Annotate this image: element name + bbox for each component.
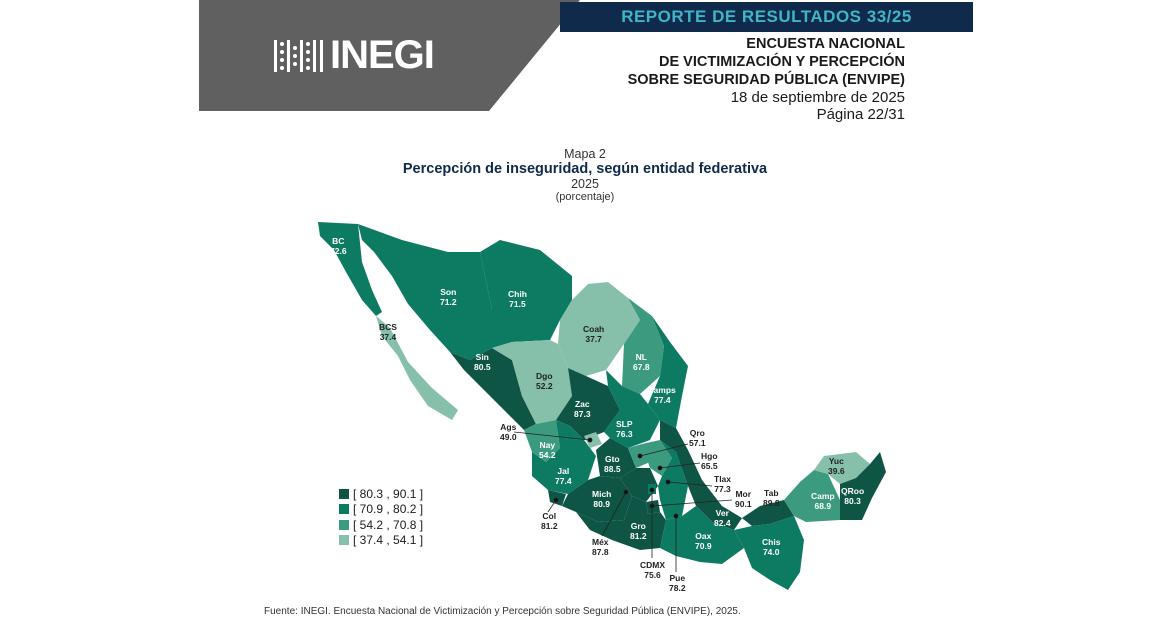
state-label-camp: Camp 68.9 [811,491,835,511]
region-gto [596,438,636,478]
state-label-mex: Méx 87.8 [592,537,609,557]
source-note: Fuente: INEGI. Encuesta Nacional de Vict… [264,606,741,617]
region-yuc [814,452,870,484]
region-jal [532,420,596,494]
state-label-slp: SLP 76.3 [616,419,633,439]
region-nl [622,298,664,394]
survey-line-2: DE VICTIMIZACIÓN Y PERCEPCIÓN [659,54,905,70]
state-label-tab: Tab 89.8 [763,488,780,508]
survey-line-3: SOBRE SEGURIDAD PÚBLICA (ENVIPE) [627,72,905,88]
region-coah [558,282,640,376]
state-label-oax: Oax 70.9 [695,531,712,551]
state-label-son: Son 71.2 [440,287,457,307]
survey-info: ENCUESTA NACIONAL DE VICTIMIZACIÓN Y PER… [628,35,905,123]
region-hgo [642,440,672,476]
region-zac [556,368,620,440]
region-qroo [840,452,886,520]
inegi-logo-text: INEGI [330,33,435,77]
map-caption: Mapa 2 Percepción de inseguridad, según … [400,147,770,203]
legend-label: [ 80.3 , 90.1 ] [353,486,424,501]
state-label-qro: Qro 57.1 [689,428,706,448]
state-label-chis: Chis 74.0 [762,537,781,557]
region-dgo [492,340,572,424]
map-unit: (porcentaje) [555,191,615,203]
state-label-jal: Jal 77.4 [555,466,572,486]
legend-swatch [339,504,349,515]
state-label-hgo: Hgo 65.5 [701,451,718,471]
region-bc [318,222,382,316]
state-label-mich: Mich 80.9 [592,489,612,509]
region-son [358,224,492,360]
legend-item: [ 70.9 , 80.2 ] [339,502,423,518]
state-label-yuc: Yuc 39.6 [828,456,845,476]
state-label-nl: NL 67.8 [633,352,650,372]
region-chis [734,516,804,590]
region-bcs [376,316,458,420]
legend-swatch [339,519,349,530]
legend-label: [ 37.4 , 54.1 ] [353,533,424,548]
report-title: REPORTE DE RESULTADOS 33/25 [560,2,973,32]
region-slp [604,370,660,448]
region-nay [524,420,560,462]
state-label-col: Col 81.2 [541,511,558,531]
state-label-coah: Coah 37.7 [583,324,605,344]
state-label-tlax: Tlax 77.3 [714,474,732,494]
state-label-tamps: Tamps 77.4 [649,385,676,405]
inegi-logo-icon [274,40,323,72]
state-label-chih: Chih 71.5 [508,289,527,309]
state-label-bcs: BCS 37.4 [379,322,397,342]
legend-swatch [339,488,349,499]
state-label-gro: Gro 81.2 [630,521,647,541]
state-label-cdmx: CDMX 75.6 [640,560,666,580]
state-label-bc: BC 72.6 [330,236,347,256]
region-tamps [648,316,688,428]
state-label-nay: Nay 54.2 [539,440,556,460]
state-label-dgo: Dgo 52.2 [536,371,553,391]
legend-swatch [339,535,349,546]
map-legend: [ 80.3 , 90.1 ] [ 70.9 , 80.2 ] [ 54.2 ,… [339,486,423,548]
region-pue [658,440,688,520]
state-label-sin: Sin 80.5 [474,352,491,372]
state-label-gto: Gto 88.5 [604,454,621,474]
legend-item: [ 54.2 , 70.8 ] [339,517,423,533]
region-ags [584,432,602,448]
map-year: 2025 [571,177,599,191]
map-title: Percepción de inseguridad, según entidad… [402,161,768,177]
legend-label: [ 54.2 , 70.8 ] [353,517,424,532]
region-tab [742,500,794,526]
region-gro [576,496,666,550]
region-ver [660,420,742,530]
survey-line-1: ENCUESTA NACIONAL [746,36,905,52]
state-label-mor: Mor 90.1 [735,489,752,509]
region-chih [480,240,572,348]
region-camp [784,470,840,522]
state-label-ver: Ver 82.4 [714,508,731,528]
legend-item: [ 80.3 , 90.1 ] [339,486,423,502]
legend-label: [ 70.9 , 80.2 ] [353,502,424,517]
state-label-zac: Zac 87.3 [574,399,591,419]
region-mich [562,476,632,522]
legend-item: [ 37.4 , 54.1 ] [339,533,423,549]
region-oax [660,506,744,564]
report-date: 18 de septiembre de 2025 [730,89,905,106]
state-label-qroo: QRoo 80.3 [841,486,865,506]
state-label-pue: Pue 78.2 [669,573,686,593]
state-label-ags: Ags 49.0 [500,422,517,442]
map-number: Mapa 2 [564,147,606,161]
region-sin [450,348,536,430]
page-number: Página 22/31 [816,106,905,123]
